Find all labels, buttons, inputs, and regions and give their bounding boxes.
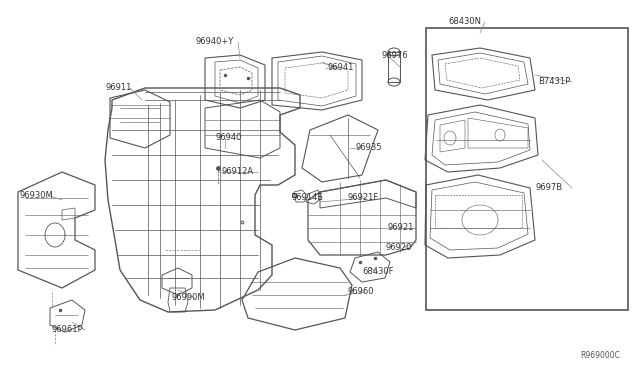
Text: 9697B: 9697B <box>536 183 563 192</box>
Text: 96921: 96921 <box>388 224 414 232</box>
Text: 96911: 96911 <box>105 83 131 93</box>
Text: R969000C: R969000C <box>580 350 620 359</box>
Text: B7431P: B7431P <box>538 77 570 87</box>
Text: 96960: 96960 <box>348 288 374 296</box>
Text: 68430F: 68430F <box>362 267 394 276</box>
Text: 96940: 96940 <box>216 134 243 142</box>
Text: 96940+Y: 96940+Y <box>196 38 234 46</box>
Text: 96914E: 96914E <box>292 193 324 202</box>
Text: 96990M: 96990M <box>172 294 205 302</box>
Text: 96976: 96976 <box>382 51 408 60</box>
Text: 96912A: 96912A <box>222 167 254 176</box>
Text: 96961P: 96961P <box>52 326 84 334</box>
Text: 96921F: 96921F <box>348 193 380 202</box>
Text: 68430N: 68430N <box>448 17 481 26</box>
Text: 96935: 96935 <box>355 144 381 153</box>
Text: 96930M: 96930M <box>20 192 54 201</box>
Text: 96941: 96941 <box>328 64 355 73</box>
Bar <box>426 28 628 310</box>
Text: 96920: 96920 <box>386 244 412 253</box>
